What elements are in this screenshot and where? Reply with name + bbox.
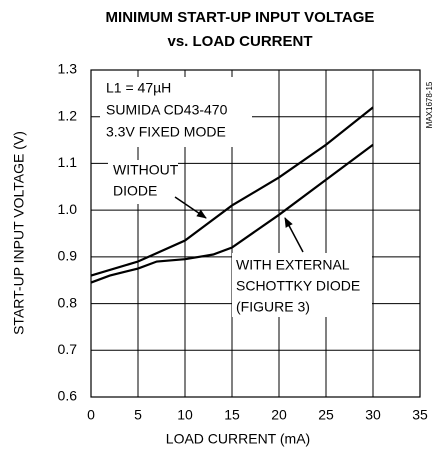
y-tick-label: 0.8 [58,294,78,310]
annotation: DIODE [113,183,157,199]
box-note: 3.3V FIXED MODE [106,124,226,140]
plot-frame [90,69,421,398]
x-tick-label: 20 [271,407,287,423]
x-tick-label: 30 [365,407,381,423]
x-tick-label: 15 [224,407,240,423]
x-tick-label: 25 [318,407,334,423]
x-tick-label: 35 [412,407,428,423]
y-tick-label: 1.3 [58,61,78,77]
annotation: SCHOTTKY DIODE [236,278,360,294]
annotation: WITH EXTERNAL [236,257,350,273]
y-tick-label: 0.7 [58,341,78,357]
line-series [90,143,374,284]
line-series [90,106,374,277]
y-axis-label: START-UP INPUT VOLTAGE (V) [11,131,27,335]
y-tick-label: 1.2 [58,107,78,123]
chart-title: vs. LOAD CURRENT [167,33,312,50]
note-bg [232,253,372,317]
side-note: MAX1678-15 [425,81,434,128]
chart-title: MINIMUM START-UP INPUT VOLTAGE [106,9,375,26]
x-axis-label: LOAD CURRENT (mA) [166,431,310,447]
annotation: WITHOUT [113,162,179,178]
y-tick-label: 0.6 [58,388,78,404]
y-tick-label: 1.1 [58,154,78,170]
x-tick-label: 0 [87,407,95,423]
arrow [284,217,304,253]
y-tick-label: 0.9 [58,248,78,264]
annotation: (FIGURE 3) [236,299,310,315]
note-bg [100,77,252,147]
x-tick-label: 10 [177,407,193,423]
y-tick-label: 1.0 [58,201,78,217]
box-note: L1 = 47µH [106,80,171,96]
note-bg [108,160,178,204]
x-tick-label: 5 [134,407,142,423]
box-note: SUMIDA CD43-470 [106,102,228,118]
arrow [174,196,207,219]
